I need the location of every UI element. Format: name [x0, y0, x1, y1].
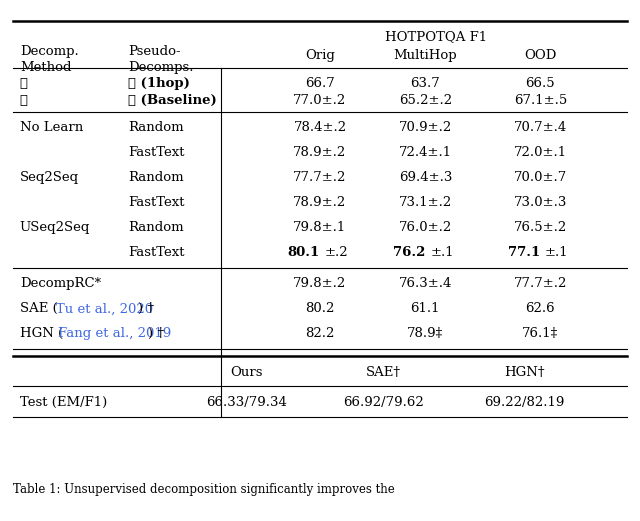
Text: 73.0±.3: 73.0±.3 [514, 196, 567, 209]
Text: MultiHop: MultiHop [394, 49, 457, 62]
Text: 66.33/79.34: 66.33/79.34 [206, 396, 287, 410]
Text: DecompRC*: DecompRC* [20, 277, 101, 290]
Text: Ours: Ours [230, 366, 263, 379]
Text: 66.5: 66.5 [525, 77, 555, 90]
Text: 66.92/79.62: 66.92/79.62 [344, 396, 424, 410]
Text: 77.0±.2: 77.0±.2 [293, 94, 347, 107]
Text: HOTPOTQA F1: HOTPOTQA F1 [385, 31, 488, 44]
Text: 69.4±.3: 69.4±.3 [399, 171, 452, 184]
Text: USeq2Seq: USeq2Seq [20, 221, 90, 234]
Text: 62.6: 62.6 [525, 302, 555, 315]
Text: Random: Random [129, 171, 184, 184]
Text: FastText: FastText [129, 246, 185, 259]
Text: ✗ (Baseline): ✗ (Baseline) [129, 94, 217, 107]
Text: 78.4±.2: 78.4±.2 [293, 121, 347, 134]
Text: 78.9±.2: 78.9±.2 [293, 146, 347, 159]
Text: Table 1: Unsupervised decomposition significantly improves the: Table 1: Unsupervised decomposition sign… [13, 482, 396, 495]
Text: 80.2: 80.2 [305, 302, 335, 315]
Text: ±.1: ±.1 [430, 246, 454, 259]
Text: 67.1±.5: 67.1±.5 [514, 94, 567, 107]
Text: SAE (: SAE ( [20, 302, 58, 315]
Text: OOD: OOD [524, 49, 557, 62]
Text: 76.5±.2: 76.5±.2 [514, 221, 567, 234]
Text: 69.22/82.19: 69.22/82.19 [484, 396, 564, 410]
Text: Seq2Seq: Seq2Seq [20, 171, 79, 184]
Text: 77.7±.2: 77.7±.2 [293, 171, 347, 184]
Text: Orig: Orig [305, 49, 335, 62]
Text: HGN†: HGN† [504, 366, 545, 379]
Text: Random: Random [129, 221, 184, 234]
Text: 70.7±.4: 70.7±.4 [514, 121, 567, 134]
Text: 77.1: 77.1 [508, 246, 541, 259]
Text: 76.3±.4: 76.3±.4 [399, 277, 452, 290]
Text: 72.0±.1: 72.0±.1 [514, 146, 567, 159]
Text: 73.1±.2: 73.1±.2 [399, 196, 452, 209]
Text: ✗ (1hop): ✗ (1hop) [129, 77, 190, 90]
Text: 70.0±.7: 70.0±.7 [514, 171, 567, 184]
Text: 72.4±.1: 72.4±.1 [399, 146, 452, 159]
Text: Test (EM/F1): Test (EM/F1) [20, 396, 107, 410]
Text: 80.1: 80.1 [287, 246, 319, 259]
Text: No Learn: No Learn [20, 121, 83, 134]
Text: 77.7±.2: 77.7±.2 [514, 277, 567, 290]
Text: 65.2±.2: 65.2±.2 [399, 94, 452, 107]
Text: 78.9‡: 78.9‡ [407, 327, 444, 340]
Text: 79.8±.2: 79.8±.2 [293, 277, 347, 290]
Text: ) †: ) † [148, 327, 164, 340]
Text: 76.0±.2: 76.0±.2 [399, 221, 452, 234]
Text: ) †: ) † [138, 302, 154, 315]
Text: Pseudo-
Decomps.: Pseudo- Decomps. [129, 45, 194, 75]
Text: FastText: FastText [129, 196, 185, 209]
Text: 70.9±.2: 70.9±.2 [399, 121, 452, 134]
Text: ±.2: ±.2 [324, 246, 348, 259]
Text: Decomp.
Method: Decomp. Method [20, 45, 79, 75]
Text: 79.8±.1: 79.8±.1 [293, 221, 347, 234]
Text: 76.2: 76.2 [392, 246, 425, 259]
Text: ✗: ✗ [20, 94, 28, 107]
Text: 78.9±.2: 78.9±.2 [293, 196, 347, 209]
Text: ±.1: ±.1 [545, 246, 568, 259]
Text: 63.7: 63.7 [410, 77, 440, 90]
Text: Random: Random [129, 121, 184, 134]
Text: FastText: FastText [129, 146, 185, 159]
Text: ✗: ✗ [20, 77, 28, 90]
Text: 76.1‡: 76.1‡ [522, 327, 559, 340]
Text: Tu et al., 2020: Tu et al., 2020 [56, 302, 154, 315]
Text: 66.7: 66.7 [305, 77, 335, 90]
Text: HGN (: HGN ( [20, 327, 63, 340]
Text: Fang et al., 2019: Fang et al., 2019 [58, 327, 172, 340]
Text: SAE†: SAE† [366, 366, 401, 379]
Text: 82.2: 82.2 [305, 327, 335, 340]
Text: 61.1: 61.1 [411, 302, 440, 315]
